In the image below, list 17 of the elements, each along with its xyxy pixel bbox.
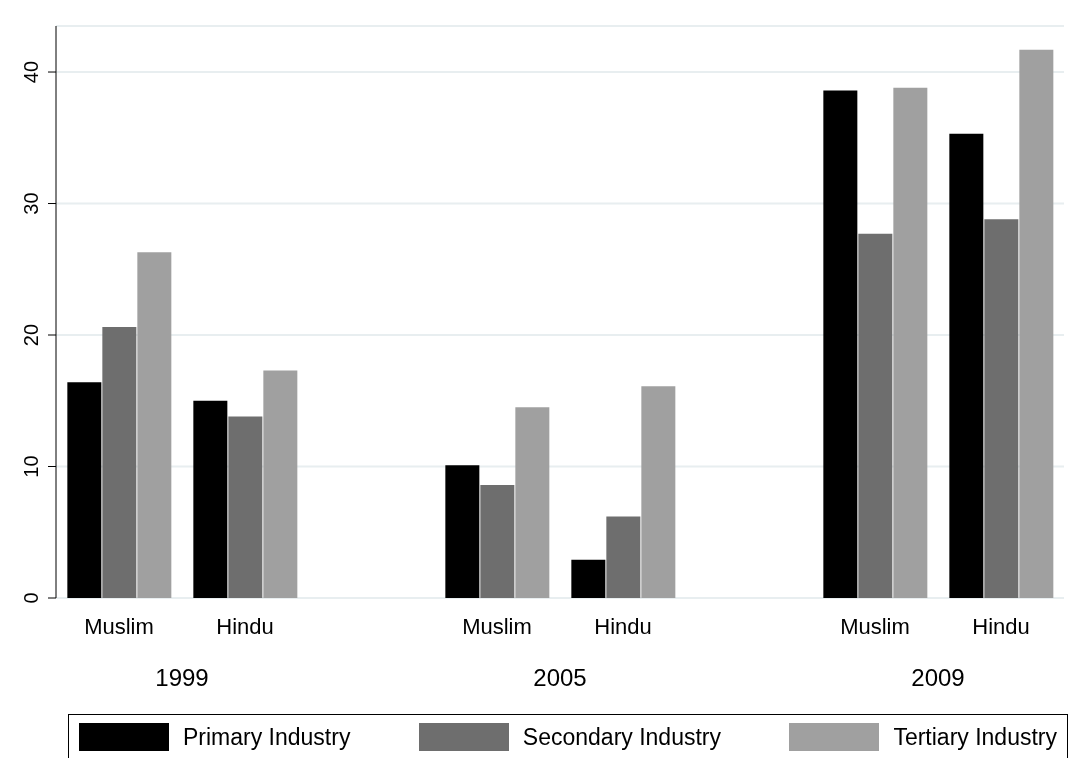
text: 2005	[533, 664, 587, 691]
text: 1999	[155, 664, 209, 691]
y-tick-label: 40	[20, 60, 42, 84]
legend-label: Primary Industry	[182, 723, 351, 751]
y-tick-label: 0	[20, 592, 42, 604]
x-tick-label: Hindu	[594, 614, 652, 639]
y-tick-label: 30	[20, 192, 42, 215]
x-tick-label: Muslim	[84, 614, 154, 639]
x-tick-label: Muslim	[840, 614, 910, 639]
legend-label: Tertiary Industry	[892, 723, 1057, 751]
y-tick-label: 10	[20, 455, 42, 478]
x-tick-label: Hindu	[216, 614, 274, 639]
text: 2009	[911, 664, 965, 691]
y-tick-label: 20	[20, 323, 42, 347]
legend-label: Secondary Industry	[521, 723, 721, 751]
x-tick-label: Muslim	[462, 614, 532, 639]
x-tick-label: Hindu	[972, 614, 1030, 639]
